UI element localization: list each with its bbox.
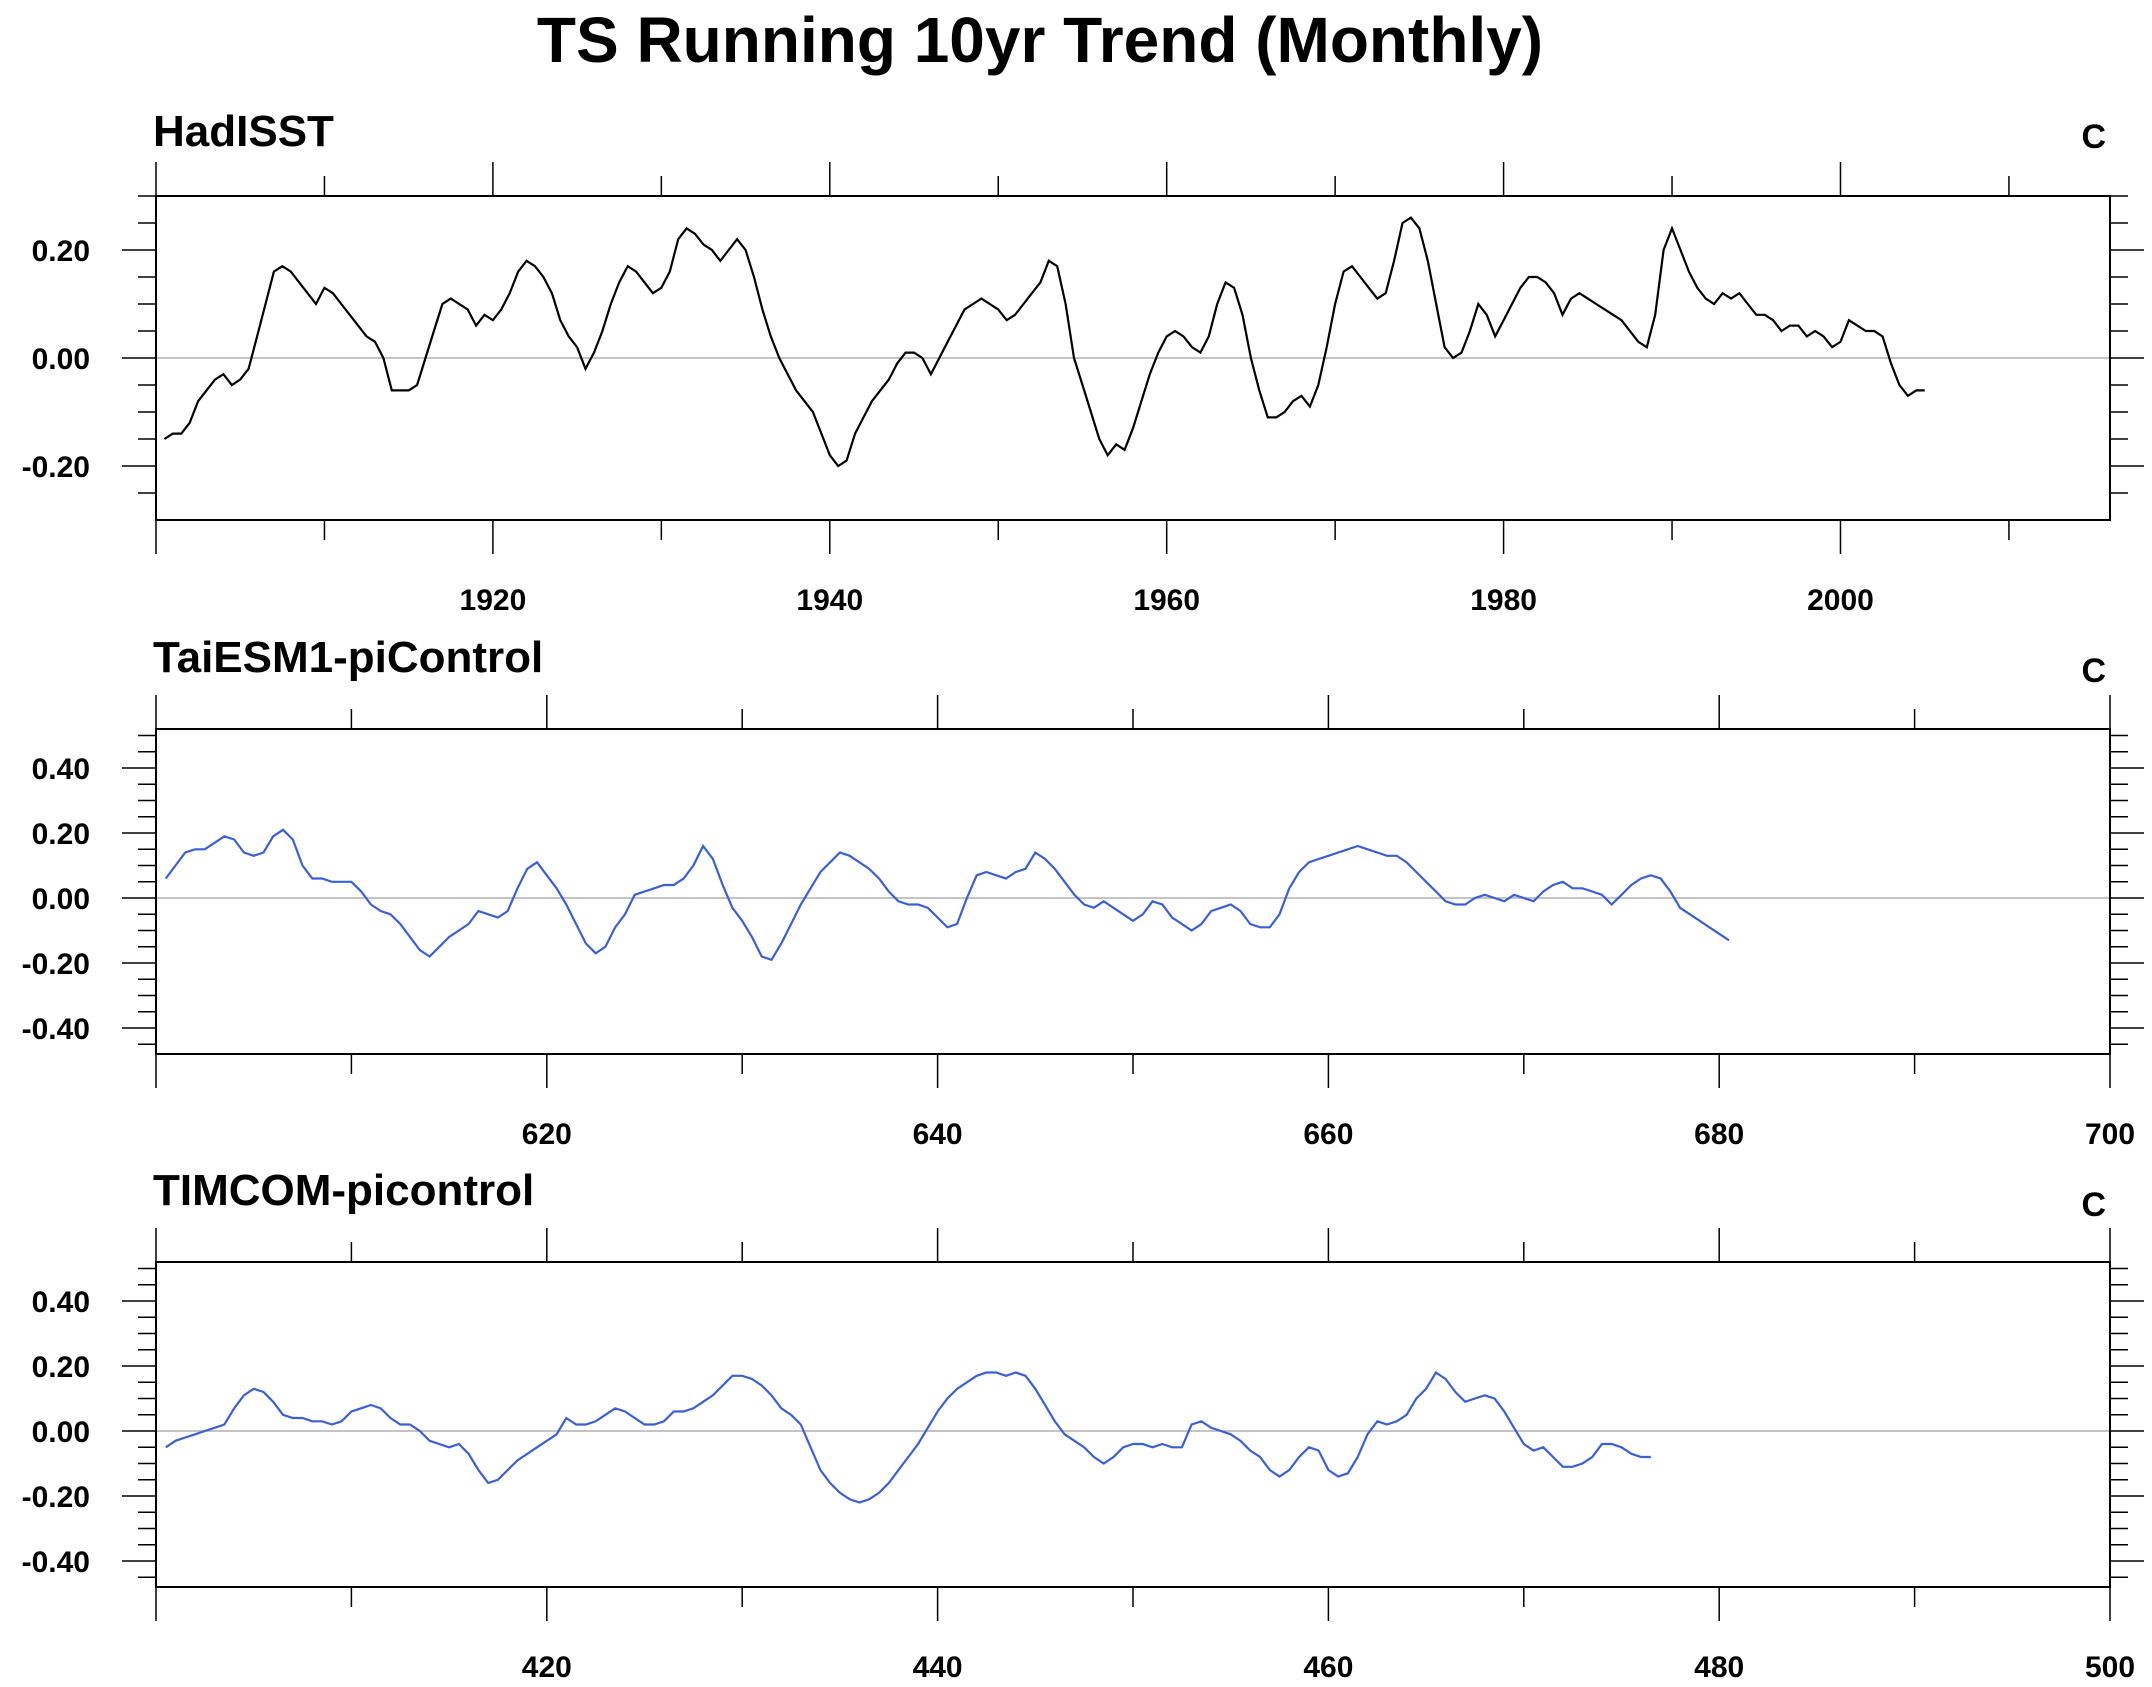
- x-tick-label: 440: [913, 1651, 963, 1684]
- y-tick-label: -0.40: [22, 1013, 90, 1046]
- panel-taiesm1-picontrol: TaiESM1-piControl C -0.40 -0.20 0.00 0.20 0.…: [22, 633, 2144, 1151]
- series-line: [163, 216, 1925, 468]
- x-tick-label: 500: [2085, 1651, 2135, 1684]
- x-tick-labels: 1920 1940 1960 1980 2000: [460, 584, 1874, 617]
- y-tick-label: 0.00: [32, 343, 90, 376]
- x-tick-label: 2000: [1807, 584, 1874, 617]
- plot-frame: [155, 728, 2111, 1055]
- y-tick-label: 0.40: [32, 1286, 90, 1319]
- y-tick-label: 0.20: [32, 1351, 90, 1384]
- y-tick-label: 0.40: [32, 753, 90, 786]
- series-line: [164, 828, 1730, 962]
- x-tick-labels: 420 440 460 480 500: [522, 1651, 2135, 1684]
- y-tick-label: 0.20: [32, 818, 90, 851]
- plot-frame: [155, 1261, 2111, 1588]
- y-tick-label: 0.00: [32, 883, 90, 916]
- x-tick-label: 1940: [796, 584, 863, 617]
- y-tick-label: -0.20: [22, 1481, 90, 1514]
- y-tick-label: 0.00: [32, 1416, 90, 1449]
- x-tick-label: 460: [1303, 1651, 1353, 1684]
- panel-timcom-picontrol: TIMCOM-picontrol C -0.40 -0.20 0.00 0.20 0.4…: [22, 1166, 2144, 1684]
- panel-units: C: [2081, 652, 2106, 690]
- x-tick-label: 1920: [460, 584, 527, 617]
- x-tick-labels: 620 640 660 680 700: [522, 1118, 2135, 1151]
- y-tick-labels: -0.40 -0.20 0.00 0.20 0.40: [22, 1286, 90, 1579]
- x-tick-label: 680: [1694, 1118, 1744, 1151]
- y-tick-labels: -0.40 -0.20 0.00 0.20 0.40: [22, 753, 90, 1046]
- x-tick-label: 660: [1303, 1118, 1353, 1151]
- x-tick-label: 1980: [1470, 584, 1537, 617]
- x-tick-label: 420: [522, 1651, 572, 1684]
- x-tick-label: 620: [522, 1118, 572, 1151]
- y-tick-label: 0.20: [32, 235, 90, 268]
- y-tick-label: -0.40: [22, 1546, 90, 1579]
- figure-title: TS Running 10yr Trend (Monthly): [537, 4, 1543, 76]
- axis-ticks: [122, 695, 2144, 1088]
- x-tick-label: 1960: [1133, 584, 1200, 617]
- panel-title: HadISST: [153, 107, 334, 156]
- y-tick-labels: -0.20 0.00 0.20: [22, 235, 90, 484]
- x-tick-label: 480: [1694, 1651, 1744, 1684]
- panel-hadisst: HadISST C -0.20 0.00 0.20 1920 1940 1960 1980…: [22, 107, 2144, 617]
- axis-ticks: [122, 1228, 2144, 1621]
- series-line: [165, 1370, 1651, 1504]
- plot-frame: [155, 195, 2111, 521]
- y-tick-label: -0.20: [22, 451, 90, 484]
- y-tick-label: -0.20: [22, 948, 90, 981]
- x-tick-label: 640: [913, 1118, 963, 1151]
- panel-units: C: [2081, 1186, 2106, 1224]
- x-tick-label: 700: [2085, 1118, 2135, 1151]
- panel-units: C: [2081, 118, 2106, 156]
- panel-title: TaiESM1-piControl: [153, 633, 543, 682]
- panel-title: TIMCOM-picontrol: [153, 1166, 534, 1215]
- axis-ticks: [122, 162, 2144, 554]
